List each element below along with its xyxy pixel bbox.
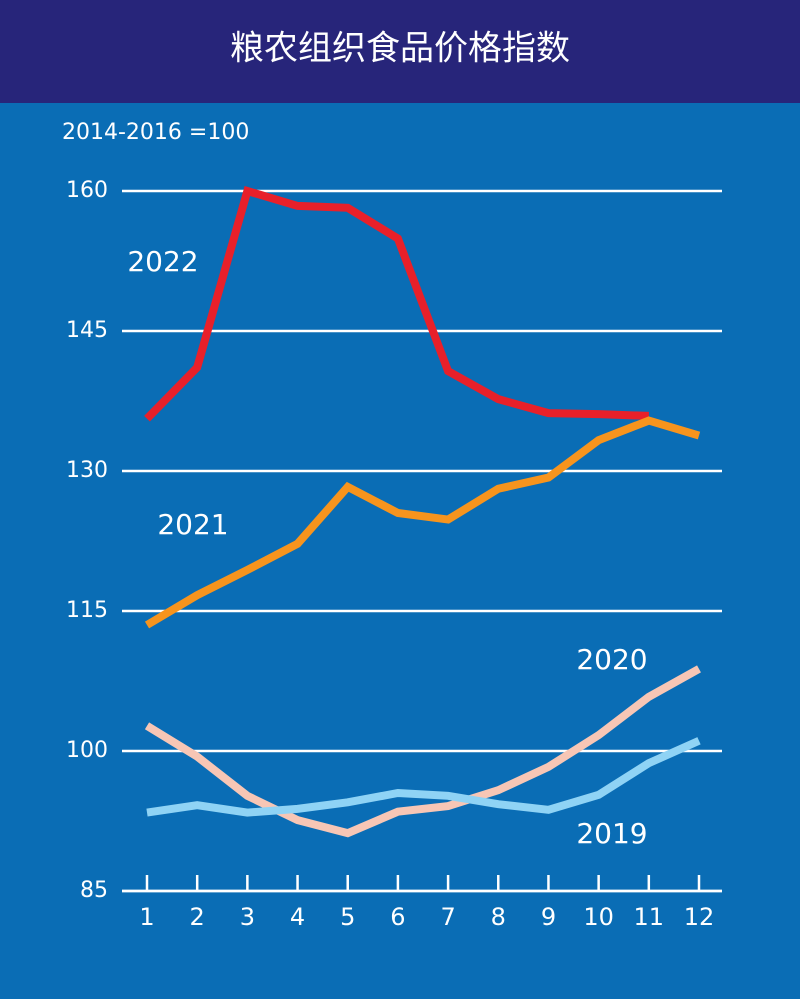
x-tick-label: 4 bbox=[290, 903, 305, 931]
y-tick-label: 160 bbox=[66, 178, 108, 203]
x-tick-label: 5 bbox=[340, 903, 355, 931]
line bbox=[144, 665, 701, 838]
y-tick-label: 130 bbox=[66, 458, 108, 483]
series-label: 2021 bbox=[157, 508, 228, 541]
line bbox=[146, 737, 701, 817]
x-tick-label: 9 bbox=[541, 903, 556, 931]
x-tick-label: 12 bbox=[684, 903, 715, 931]
header bbox=[0, 0, 800, 103]
x-tick-label: 1 bbox=[139, 903, 154, 931]
series-label: 2019 bbox=[576, 817, 647, 850]
chart-title: 粮农组织食品价格指数 bbox=[230, 29, 570, 69]
series-label: 2020 bbox=[576, 643, 647, 676]
x-tick-label: 8 bbox=[491, 903, 506, 931]
line bbox=[144, 186, 649, 422]
series-label: 2022 bbox=[127, 245, 198, 278]
subtitle: 2014-2016 =100 bbox=[62, 120, 249, 145]
y-tick-label: 85 bbox=[80, 878, 108, 903]
x-tick-label: 11 bbox=[634, 903, 665, 931]
y-tick-label: 100 bbox=[66, 738, 108, 763]
x-tick-label: 6 bbox=[390, 903, 405, 931]
line bbox=[144, 416, 701, 629]
y-tick-label: 145 bbox=[66, 318, 108, 343]
y-tick-label: 115 bbox=[66, 598, 108, 623]
x-tick-label: 10 bbox=[583, 903, 614, 931]
x-tick-label: 2 bbox=[190, 903, 205, 931]
x-tick-label: 7 bbox=[440, 903, 455, 931]
x-tick-label: 3 bbox=[240, 903, 255, 931]
